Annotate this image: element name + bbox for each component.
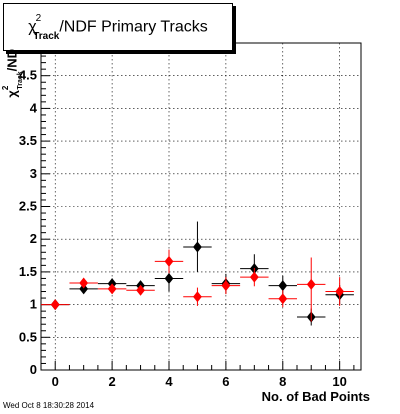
- y-tick-label: 0.5: [19, 329, 37, 344]
- x-tick-label: 0: [52, 374, 59, 389]
- y-tick-label: 1.5: [19, 264, 37, 279]
- data-points: [41, 221, 354, 326]
- x-tick-label: 8: [279, 374, 286, 389]
- red-diamond-marker: [278, 293, 288, 305]
- black-diamond-marker: [278, 280, 288, 292]
- y-tick-label: 4: [30, 100, 38, 115]
- axes: 0 0.5 1 1.5 2 2.5 3 3.5 4 4.5 0 2 4 6 8 10: [19, 42, 362, 389]
- y-tick-label: 3.5: [19, 133, 37, 148]
- ylabel-symbol: χ: [4, 90, 20, 98]
- chart-title: χ2 Track/NDF Primary Tracks: [4, 13, 232, 42]
- ylabel-subscript: Track: [16, 71, 24, 90]
- red-diamond-marker: [164, 255, 174, 267]
- x-tick-label: 10: [332, 374, 346, 389]
- title-box: χ2 Track/NDF Primary Tracks: [3, 3, 233, 51]
- y-axis-label-wrap: χ2 Track/ND: [1, 48, 24, 160]
- timestamp-footer: Wed Oct 8 18:30:28 2014: [3, 401, 95, 410]
- x-tick-label: 6: [222, 374, 229, 389]
- black-diamond-marker: [79, 283, 89, 295]
- red-diamond-marker: [107, 283, 117, 295]
- red-diamond-marker: [335, 286, 345, 298]
- title-symbol: χ: [28, 18, 37, 36]
- red-diamond-marker: [221, 280, 231, 292]
- black-diamond-marker: [164, 272, 174, 284]
- title-main-text: /NDF Primary Tracks: [59, 18, 208, 36]
- y-tick-label: 1: [30, 297, 37, 312]
- title-subscript: Track: [33, 30, 60, 42]
- red-diamond-marker: [193, 291, 202, 303]
- red-diamond-marker: [306, 278, 316, 290]
- x-tick-label: 4: [165, 374, 173, 389]
- red-diamond-marker: [50, 299, 60, 311]
- grid-lines: [41, 43, 361, 371]
- black-diamond-marker: [193, 241, 202, 253]
- ylabel-superscript: 2: [1, 85, 11, 91]
- title-superscript: 2: [35, 13, 42, 24]
- x-tick-label: 2: [108, 374, 115, 389]
- y-tick-label: 2.5: [19, 199, 37, 214]
- x-axis-label: No. of Bad Points: [261, 389, 370, 404]
- red-diamond-marker: [249, 271, 259, 283]
- ylabel-main-text: /ND: [4, 48, 20, 72]
- y-tick-label: 0: [30, 362, 37, 377]
- red-diamond-marker: [136, 284, 145, 296]
- y-tick-label: 3: [30, 166, 37, 181]
- red-diamond-marker: [79, 277, 89, 289]
- y-axis-label: χ2 Track/ND: [1, 48, 24, 159]
- y-tick-label: 2: [30, 231, 37, 246]
- y-tick-label: 4.5: [19, 68, 37, 83]
